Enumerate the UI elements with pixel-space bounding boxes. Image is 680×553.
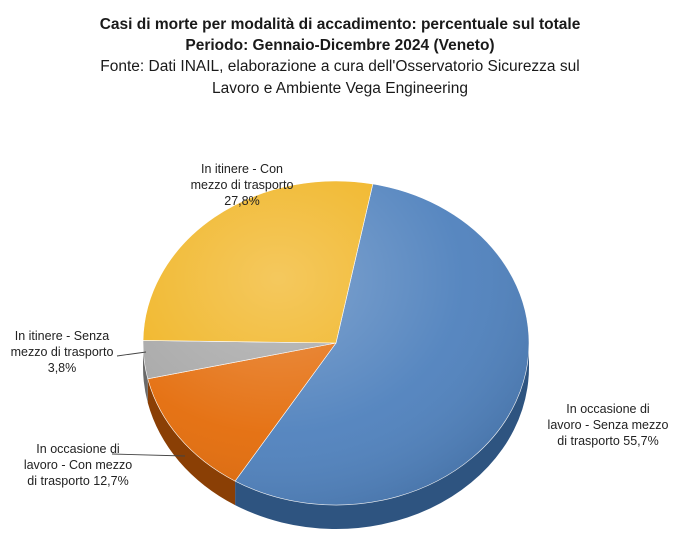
slice-side-2-0	[143, 343, 148, 403]
slice-label-2-line-0: In itinere - Senza	[15, 329, 110, 343]
slice-label-0-line-1: lavoro - Senza mezzo	[548, 418, 669, 432]
slice-label-3-line-2: 27,8%	[224, 194, 259, 208]
slice-label-2-line-2: 3,8%	[48, 361, 77, 375]
chart-subtitle: Periodo: Gennaio-Dicembre 2024 (Veneto)	[185, 37, 495, 54]
slice-label-1-line-1: lavoro - Con mezzo	[24, 458, 132, 472]
pie-sides	[143, 343, 529, 529]
slice-label-0-line-2: di trasporto 55,7%	[557, 434, 658, 448]
chart-titles: Casi di morte per modalità di accadiment…	[0, 14, 680, 100]
slice-label-3-line-0: In itinere - Con	[201, 162, 283, 176]
chart-source-line1: Fonte: Dati INAIL, elaborazione a cura d…	[100, 58, 580, 75]
slice-side-0-0	[235, 343, 529, 529]
leader-line-2	[116, 351, 147, 357]
slice-labels: In occasione di lavoro - Senza mezzo di tr…	[11, 162, 669, 488]
slice-label-3-line-1: mezzo di trasporto	[191, 178, 294, 192]
pie-gloss	[143, 181, 529, 505]
pie-slices	[142, 180, 530, 506]
slice-label-1-line-2: di trasporto 12,7%	[27, 474, 128, 488]
slice-label-1-line-0: In occasione di	[36, 442, 119, 456]
slice-label-2-line-1: mezzo di trasporto	[11, 345, 114, 359]
leader-line-1	[111, 453, 186, 457]
chart-source-line2: Lavoro e Ambiente Vega Engineering	[212, 80, 468, 97]
slice-side-1-0	[147, 378, 236, 506]
slice-label-0-line-0: In occasione di	[566, 402, 649, 416]
chart-title: Casi di morte per modalità di accadiment…	[99, 16, 581, 33]
